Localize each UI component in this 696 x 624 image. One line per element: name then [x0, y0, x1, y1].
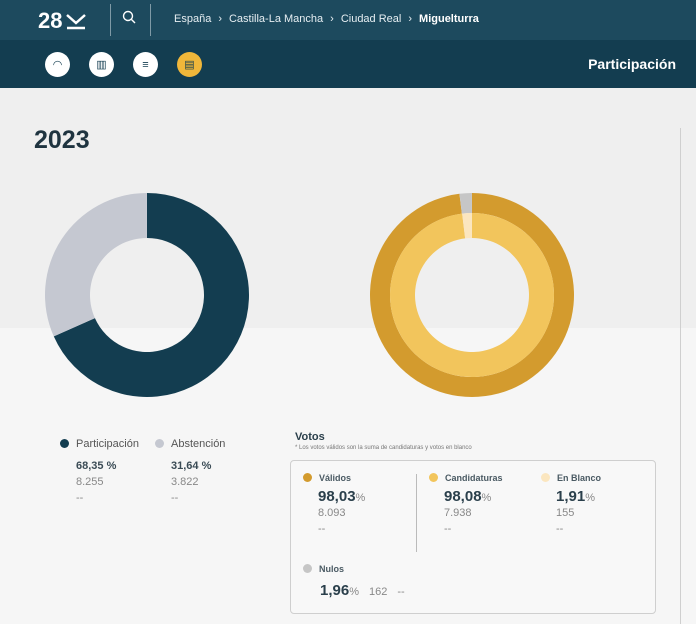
votos-panel: Válidos 98,03% 8.093 -- Candidaturas 98,…: [290, 460, 656, 614]
crumb-current: Miguelturra: [419, 13, 479, 25]
extra-value: --: [76, 492, 84, 504]
top-bar: 28 España › Castilla-La Mancha › Ciudad Re…: [0, 0, 696, 40]
label: En Blanco: [557, 473, 602, 483]
slice-candidaturas: [390, 213, 554, 377]
bar-chart-icon[interactable]: ▥: [89, 52, 114, 77]
en-blanco-stat: En Blanco 1,91% 155 --: [541, 473, 601, 535]
extra-value: --: [171, 492, 179, 504]
legend-dot: [429, 473, 438, 482]
envelope-icon: [66, 14, 87, 30]
gauge-icon[interactable]: ◠: [45, 52, 70, 77]
pct-sign: %: [585, 492, 595, 504]
legend-dot: [303, 564, 312, 573]
pct-sign: %: [481, 492, 492, 504]
votos-note: * Los votos válidos son la suma de candi…: [295, 445, 472, 451]
votes-value: 8.093: [318, 507, 346, 519]
logo-text: 28: [38, 8, 63, 33]
legend-label: Participación: [76, 438, 139, 450]
crumb-link[interactable]: Ciudad Real: [340, 13, 402, 25]
votes-value: 8.255: [76, 476, 104, 488]
label: Candidaturas: [445, 473, 503, 483]
divider: [416, 474, 417, 552]
candidates-icon[interactable]: ≡: [133, 52, 158, 77]
slice-en-blanco: [462, 213, 472, 239]
divider: [150, 4, 151, 36]
breadcrumb: España › Castilla-La Mancha › Ciudad Real ›…: [174, 13, 479, 25]
logo[interactable]: 28: [38, 8, 87, 34]
validos-stat: Válidos 98,03% 8.093 --: [303, 473, 365, 535]
pct-sign: %: [349, 586, 359, 598]
label: Válidos: [319, 473, 352, 483]
votes-value: 3.822: [171, 476, 199, 488]
label: Nulos: [319, 564, 345, 574]
pct-value: 68,35 %: [76, 460, 117, 472]
legend-dot: [155, 439, 164, 448]
extra-value: --: [397, 586, 405, 598]
legend-participacion: Participación 68,35 % 8.255 --: [60, 438, 139, 504]
votes-value: 155: [556, 507, 575, 519]
extra-value: --: [318, 523, 326, 535]
extra-value: --: [444, 523, 452, 535]
legend-dot: [303, 473, 312, 482]
candidaturas-stat: Candidaturas 98,08% 7.938 --: [429, 473, 503, 535]
votes-donut: [370, 193, 574, 397]
votes-value: 7.938: [444, 507, 472, 519]
votos-title: Votos: [295, 431, 325, 443]
participation-icon[interactable]: ▤: [177, 52, 202, 77]
extra-value: --: [556, 523, 564, 535]
divider: [110, 4, 111, 36]
pct-value: 1,96: [320, 582, 350, 599]
legend-dot: [541, 473, 550, 482]
divider: [680, 128, 681, 624]
pct-sign: %: [355, 492, 366, 504]
pct-value: 98,03: [318, 488, 356, 505]
pct-value: 31,64 %: [171, 460, 212, 472]
legend-dot: [60, 439, 69, 448]
section-bar: ◠ ▥ ≡ ▤ Participación: [0, 40, 696, 88]
legend-label: Abstención: [171, 438, 226, 450]
pct-value: 1,91: [556, 488, 586, 505]
participation-donut: [45, 193, 249, 397]
votes-value: 162: [368, 586, 388, 598]
year-title: 2023: [34, 126, 90, 154]
crumb-link[interactable]: Castilla-La Mancha: [228, 13, 324, 25]
legend-abstencion: Abstención 31,64 % 3.822 --: [155, 438, 225, 504]
search-icon[interactable]: [122, 10, 136, 27]
slice-abstencion: [45, 193, 147, 337]
crumb-link[interactable]: España: [174, 13, 212, 25]
pct-value: 98,08: [444, 488, 482, 505]
nulos-stat: Nulos 1,96% 162 --: [303, 564, 405, 599]
slice-participacion: [53, 193, 249, 397]
section-title: Participación: [588, 56, 676, 72]
slice-nulos: [459, 193, 472, 214]
